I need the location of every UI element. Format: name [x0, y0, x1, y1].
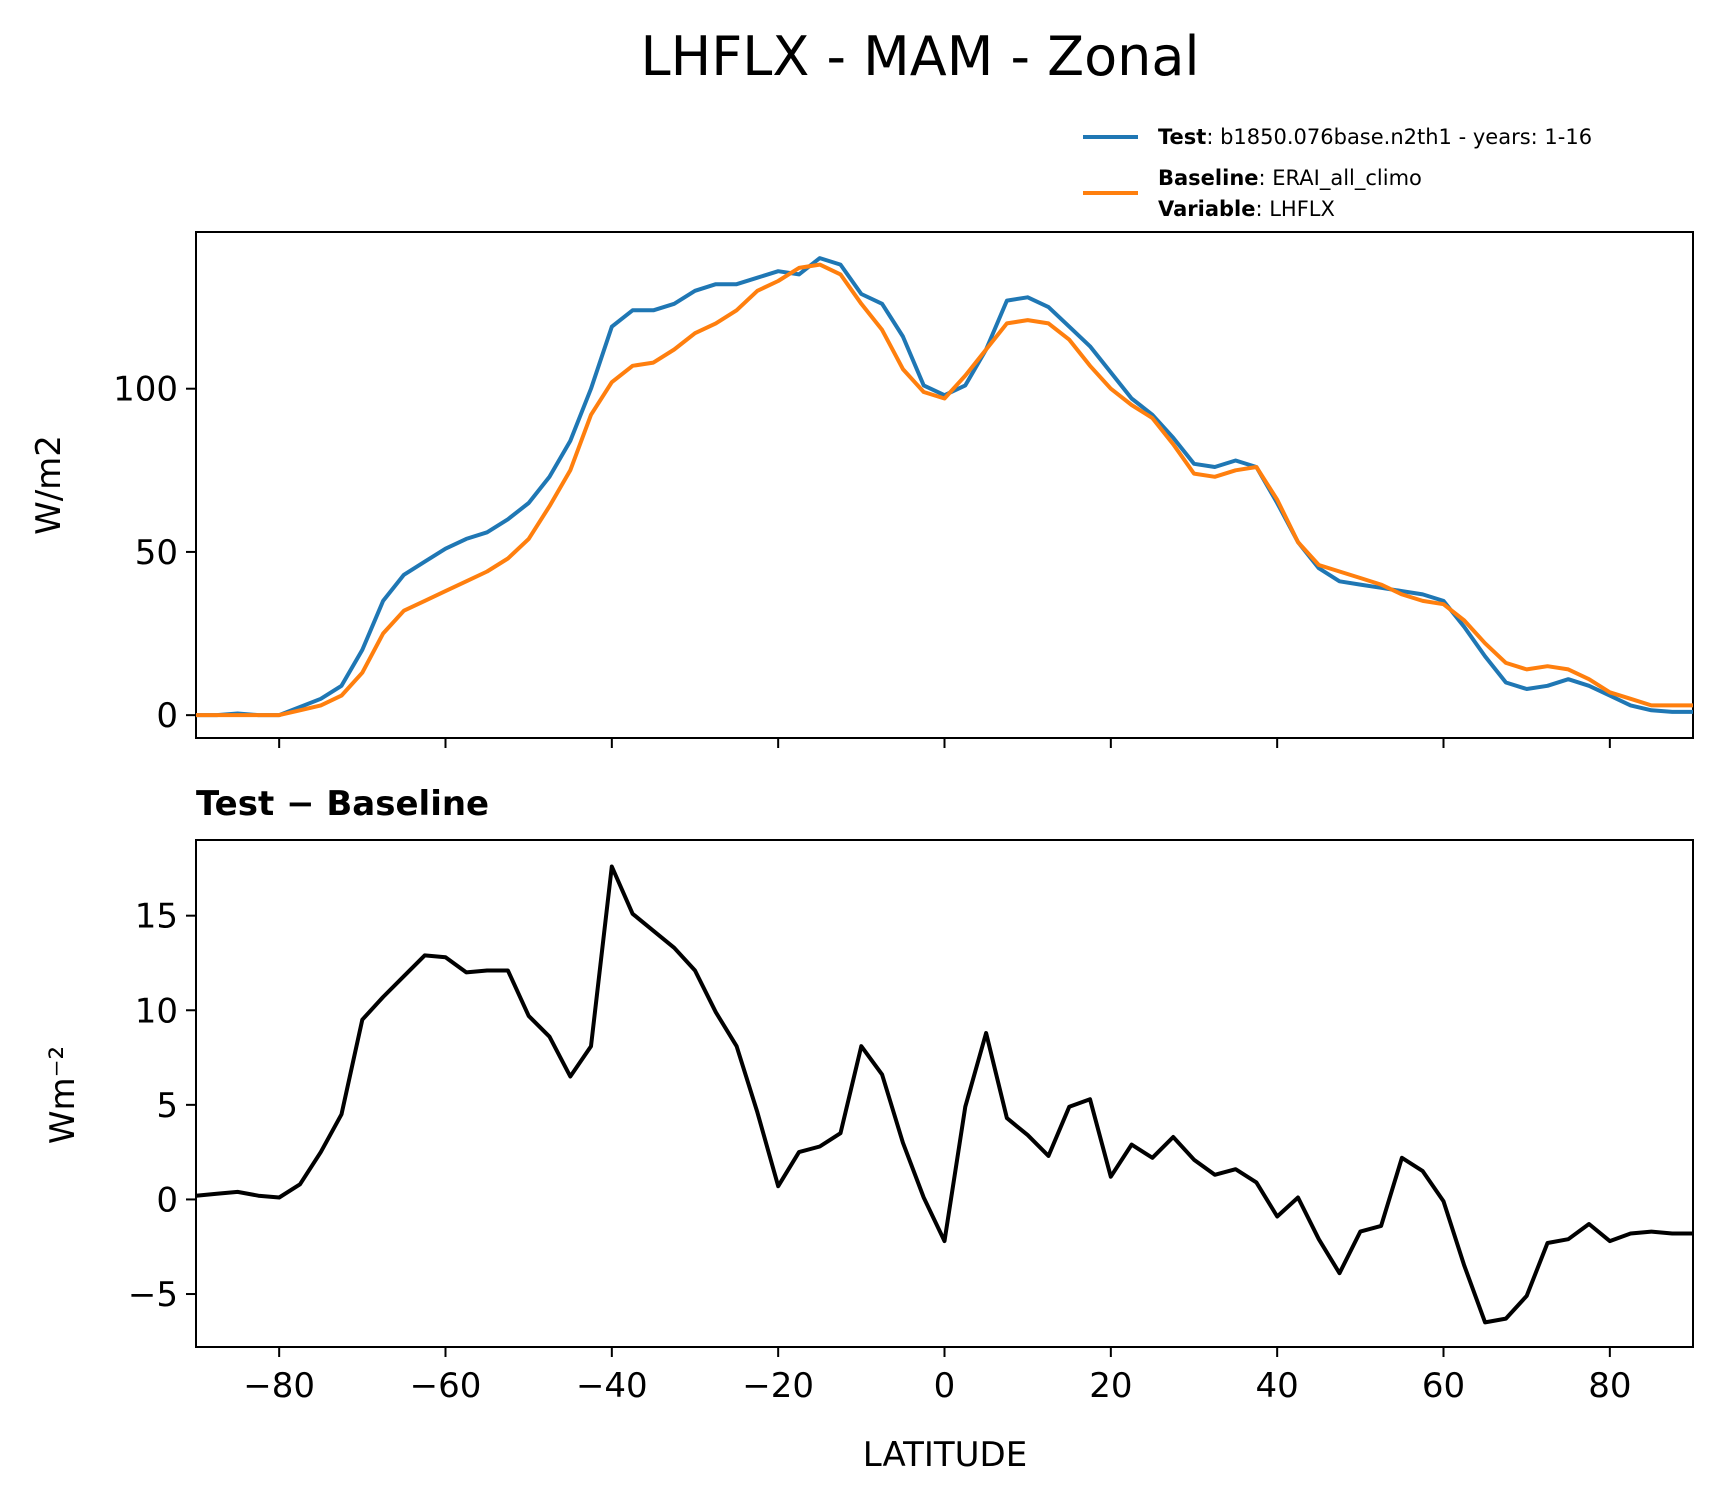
x-tick-label: 60 [1422, 1366, 1465, 1406]
difference-series-line [195, 864, 1693, 1325]
bottom-series [195, 864, 1693, 1325]
x-tick-label: −20 [742, 1366, 814, 1406]
x-tick-label: −80 [243, 1366, 315, 1406]
x-tick-label: 80 [1588, 1366, 1631, 1406]
y-tick-label: 5 [156, 1086, 178, 1126]
top-x-ticks [278, 738, 1611, 748]
figure-title: LHFLX - MAM - Zonal [641, 25, 1200, 88]
legend-test-key: Test [1158, 125, 1206, 149]
top-plot-frame [195, 231, 1694, 739]
legend-baseline-entry: Baseline: ERAI_all_climo [1158, 166, 1422, 191]
legend-variable-key: Variable [1158, 197, 1255, 221]
y-tick-label: 15 [135, 897, 178, 937]
x-tick-label: −40 [576, 1366, 648, 1406]
y-tick-label: 0 [156, 1180, 178, 1220]
legend-variable-value: : LHFLX [1255, 197, 1334, 221]
legend: Test: b1850.076base.n2th1 - years: 1-16 … [1083, 125, 1592, 221]
y-tick-label: 50 [135, 533, 178, 573]
x-tick-label: 40 [1256, 1366, 1299, 1406]
difference-panel-title: Test − Baseline [196, 784, 489, 824]
legend-test-entry: Test: b1850.076base.n2th1 - years: 1-16 [1158, 125, 1592, 149]
test-series-line [196, 256, 1693, 718]
x-tick-label: −60 [410, 1366, 482, 1406]
bottom-y-ticks: −5 0 5 10 15 [128, 897, 196, 1315]
x-tick-label: 0 [934, 1366, 956, 1406]
bottom-x-ticks: −80 −60 −40 −20 0 20 40 60 80 [243, 1347, 1631, 1406]
y-tick-label: 0 [156, 696, 178, 736]
legend-variable-entry: Variable: LHFLX [1158, 197, 1335, 221]
top-y-ticks: 0 50 100 [113, 370, 196, 736]
baseline-series-line [196, 262, 1693, 718]
top-panel: W/m2 0 50 100 [29, 231, 1694, 748]
y-tick-label: −5 [128, 1275, 178, 1315]
y-tick-label: 100 [113, 370, 178, 410]
x-axis-label: LATITUDE [863, 1435, 1027, 1475]
x-tick-label: 20 [1089, 1366, 1132, 1406]
top-y-axis-label: W/m2 [29, 435, 69, 535]
bottom-plot-frame [195, 839, 1694, 1348]
legend-baseline-value: : ERAI_all_climo [1259, 166, 1422, 191]
legend-test-value: : b1850.076base.n2th1 - years: 1-16 [1206, 125, 1592, 149]
y-tick-label: 10 [135, 991, 178, 1031]
top-series [196, 256, 1693, 718]
bottom-y-axis-label: Wm⁻² [43, 1046, 83, 1144]
legend-baseline-key: Baseline [1158, 166, 1259, 190]
